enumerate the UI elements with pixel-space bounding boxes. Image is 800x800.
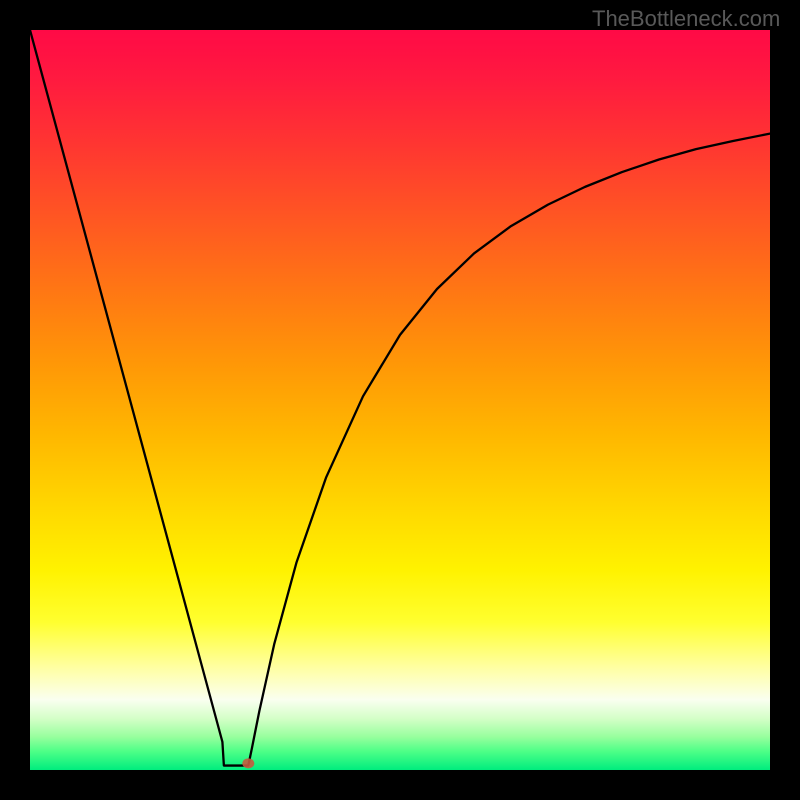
chart-svg [30, 30, 770, 770]
watermark-text: TheBottleneck.com [592, 6, 780, 32]
plot-area [30, 30, 770, 770]
gradient-background [30, 30, 770, 770]
minimum-marker [242, 758, 254, 768]
